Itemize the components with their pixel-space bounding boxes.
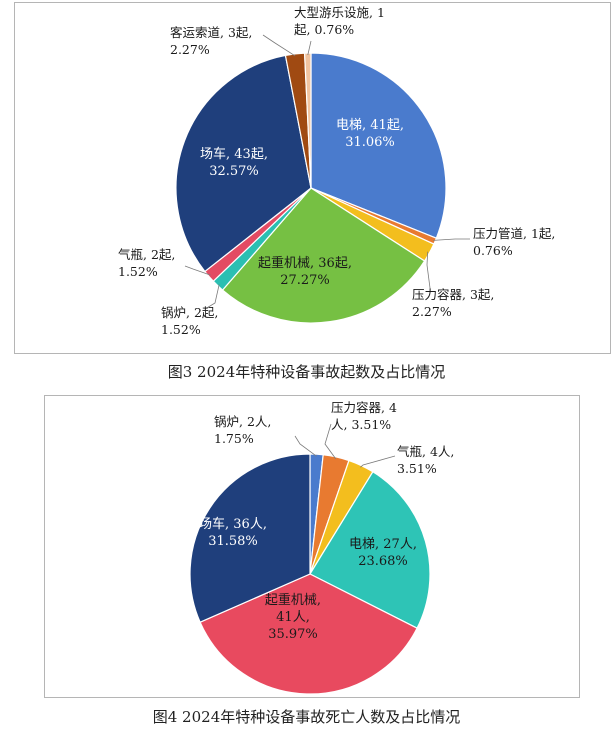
pie-slice-6	[189, 453, 311, 623]
slice-label-1: 锅炉, 2人, 1.75%	[214, 414, 271, 446]
leader-line-1	[294, 435, 317, 457]
slice-label-4: 电梯, 27人, 23.68%	[349, 537, 417, 569]
leader-line-3	[360, 455, 396, 468]
chart-panel-accidents: 电梯, 41起, 31.06% 压力管道, 1起, 0.76% 压力容器, 3起, 2.2…	[14, 2, 611, 354]
pie-chart-accidents: 电梯, 41起, 31.06% 压力管道, 1起, 0.76% 压力容器, 3起, 2.2…	[118, 5, 555, 337]
slice-label-1: 电梯, 41起, 31.06%	[336, 118, 404, 150]
leader-line-9	[307, 40, 312, 56]
slice-label-3: 气瓶, 4人, 3.51%	[397, 444, 454, 476]
slice-label-6: 场车, 36人, 31.58%	[199, 516, 267, 549]
slice-label-2: 压力容器, 4 人, 3.51%	[331, 400, 397, 432]
slice-label-4: 起重机械, 36起, 27.27%	[258, 255, 352, 288]
slice-label-8: 客运索道, 3起, 2.27%	[170, 25, 252, 57]
leader-line-6	[184, 265, 211, 276]
slice-label-5: 起重机械, 41人, 35.97%	[265, 592, 321, 642]
pie-slice-5	[199, 573, 418, 695]
slice-label-5: 锅炉, 2起, 1.52%	[161, 305, 218, 337]
slice-label-7: 场车, 43起, 32.57%	[200, 146, 268, 179]
pie-slice-7	[175, 54, 312, 273]
leader-line-3	[426, 251, 431, 289]
slice-label-9: 大型游乐设施, 1 起, 0.76%	[294, 5, 385, 37]
leader-line-5	[204, 284, 220, 310]
slice-label-3: 压力容器, 3起, 2.27%	[412, 287, 494, 319]
pie-slice-9	[303, 52, 312, 189]
slice-label-6: 气瓶, 2起, 1.52%	[118, 247, 175, 279]
leader-line-2	[324, 423, 337, 460]
leader-line-2	[433, 238, 470, 241]
slice-label-2: 压力管道, 1起, 0.76%	[473, 226, 555, 258]
leader-line-8	[262, 34, 296, 57]
pie-slice-1	[310, 52, 447, 239]
pie-chart-deaths: 锅炉, 2人, 1.75% 压力容器, 4 人, 3.51%气瓶, 4人, 3.51% 电…	[189, 400, 454, 695]
caption-deaths: 图4 2024年特种设备事故死亡人数及占比情况	[152, 708, 461, 726]
chart-panel-deaths: 锅炉, 2人, 1.75% 压力容器, 4 人, 3.51% 气瓶, 4人, 3.51% 电…	[44, 395, 580, 698]
pie-slice-4	[221, 187, 426, 324]
caption-accidents: 图3 2024年特种设备事故起数及占比情况	[167, 363, 446, 381]
